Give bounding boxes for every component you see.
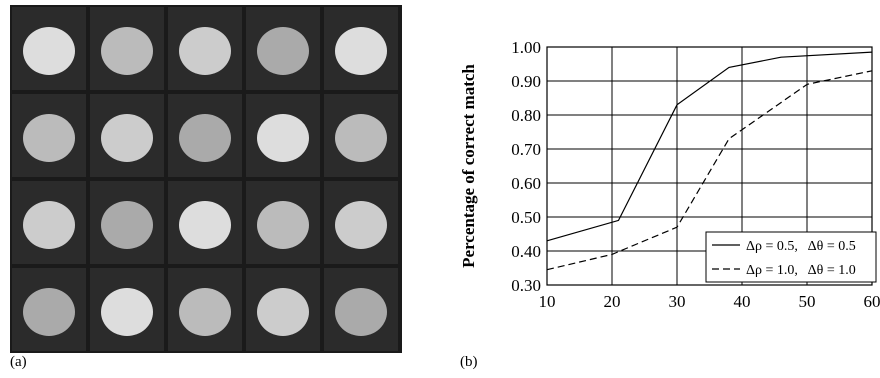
photo-object [257,288,309,336]
photo-object [335,201,387,249]
photo-object [23,114,75,162]
photo-object [101,201,153,249]
x-tick-label: 20 [604,292,621,311]
y-axis-label: Percentage of correct match [459,64,478,268]
photo-object [179,201,231,249]
y-tick-label: 0.40 [511,242,541,261]
legend-label: Δρ = 0.5, Δθ = 0.5 [746,239,856,254]
x-tick-label: 30 [669,292,686,311]
y-tick-label: 0.80 [511,106,541,125]
panel-label: (a) [10,354,27,370]
photo-object [335,288,387,336]
x-tick-label: 40 [734,292,751,311]
photo-object [179,114,231,162]
legend-label: Δρ = 1.0, Δθ = 1.0 [746,263,856,278]
photo-object [101,27,153,75]
photo-object [257,201,309,249]
photo-object [23,27,75,75]
panel-label: (b) [460,354,478,370]
photo-object [335,114,387,162]
y-tick-label: 1.00 [511,38,541,57]
figure: (a) (b) Percentage of correct match 0.30… [0,0,880,373]
y-tick-label: 0.30 [511,276,541,295]
x-tick-label: 60 [864,292,880,311]
photo-object [23,288,75,336]
photo-object [335,27,387,75]
y-tick-label: 0.50 [511,208,541,227]
photo-object [101,288,153,336]
photo-object [101,114,153,162]
x-tick-label: 10 [539,292,556,311]
x-tick-label: 50 [799,292,816,311]
y-tick-label: 0.70 [511,140,541,159]
photo-object [23,201,75,249]
y-tick-label: 0.90 [511,72,541,91]
photo-grid [10,5,402,353]
photo-object [179,27,231,75]
photo-object [257,114,309,162]
y-tick-label: 0.60 [511,174,541,193]
line-series [547,52,872,241]
photo-object [257,27,309,75]
photo-object [179,288,231,336]
